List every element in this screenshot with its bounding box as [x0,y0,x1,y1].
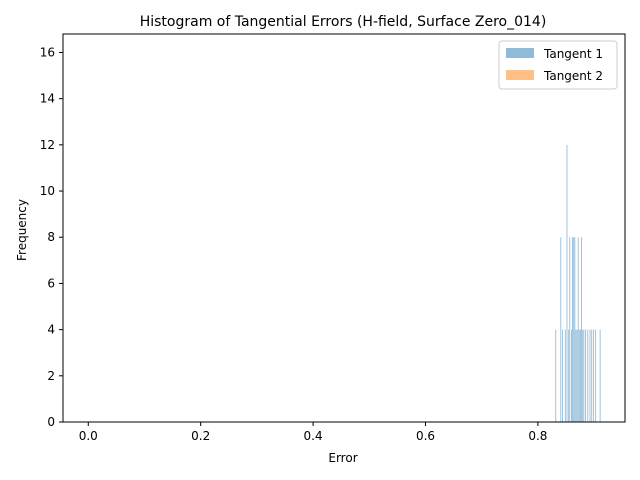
histogram-bar-tangent-1 [566,144,568,423]
y-tick-label: 10 [40,184,55,198]
histogram-bar-tangent-1 [599,329,601,422]
histogram-bar-tangent-1 [573,237,575,422]
x-tick-label: 0.4 [304,429,323,443]
y-tick-label: 4 [47,323,55,337]
legend-label-tangent-1: Tangent 1 [543,47,603,61]
histogram-bar-tangent-1 [576,329,578,422]
histogram-bar-tangent-1 [560,237,562,422]
histogram-bar-tangent-1 [571,329,572,422]
histogram-bar-tangent-1 [574,237,576,422]
histogram-bar-tangent-1 [577,237,579,422]
histogram-bar-tangent-1 [591,329,593,422]
legend-swatch-tangent-1 [506,48,534,58]
legend: Tangent 1 Tangent 2 [498,40,618,90]
x-axis-label: Error [328,451,357,465]
histogram-bar-tangent-1 [589,329,591,422]
axes-group: 0.0 0.2 0.4 0.6 0.8 0 2 4 6 8 10 12 14 16 [40,33,626,443]
histogram-bar-tangent-1 [581,237,582,422]
histogram-bar-tangent-1 [583,329,585,422]
histogram-bar-tangent-1 [575,329,577,422]
y-tick-label: 12 [40,138,55,152]
y-axis-label: Frequency [15,199,29,261]
histogram-bar-tangent-1 [585,329,586,422]
plot-frame [62,33,626,423]
bars-group [555,144,601,423]
histogram-bar-tangent-1 [582,329,584,422]
x-tick-label: 0.2 [191,429,210,443]
y-tick-label: 16 [40,45,55,59]
histogram-bar-tangent-1 [568,329,570,422]
histogram-bar-tangent-1 [569,237,571,422]
chart-title: Histogram of Tangential Errors (H-field,… [140,14,547,30]
histogram-bar-tangent-1 [555,329,557,422]
x-tick-label: 0.6 [416,429,435,443]
histogram-bar-tangent-1 [587,329,589,422]
y-tick-label: 14 [40,92,55,106]
y-tick-label: 8 [47,230,55,244]
histogram-bar-tangent-1 [562,329,563,422]
y-tick-label: 6 [47,276,55,290]
x-tick-label: 0.8 [528,429,547,443]
histogram-bar-tangent-1 [595,329,597,422]
y-tick-label: 2 [47,369,55,383]
histogram-bar-tangent-1 [564,329,566,422]
histogram-bar-tangent-1 [578,329,580,422]
legend-label-tangent-2: Tangent 2 [543,69,603,83]
histogram-bar-tangent-1 [580,329,581,422]
legend-swatch-tangent-2 [506,70,534,80]
histogram-bar-tangent-1 [572,237,574,422]
histogram-bar-tangent-1 [592,329,594,422]
y-tick-label: 0 [47,415,55,429]
x-tick-label: 0.0 [79,429,98,443]
